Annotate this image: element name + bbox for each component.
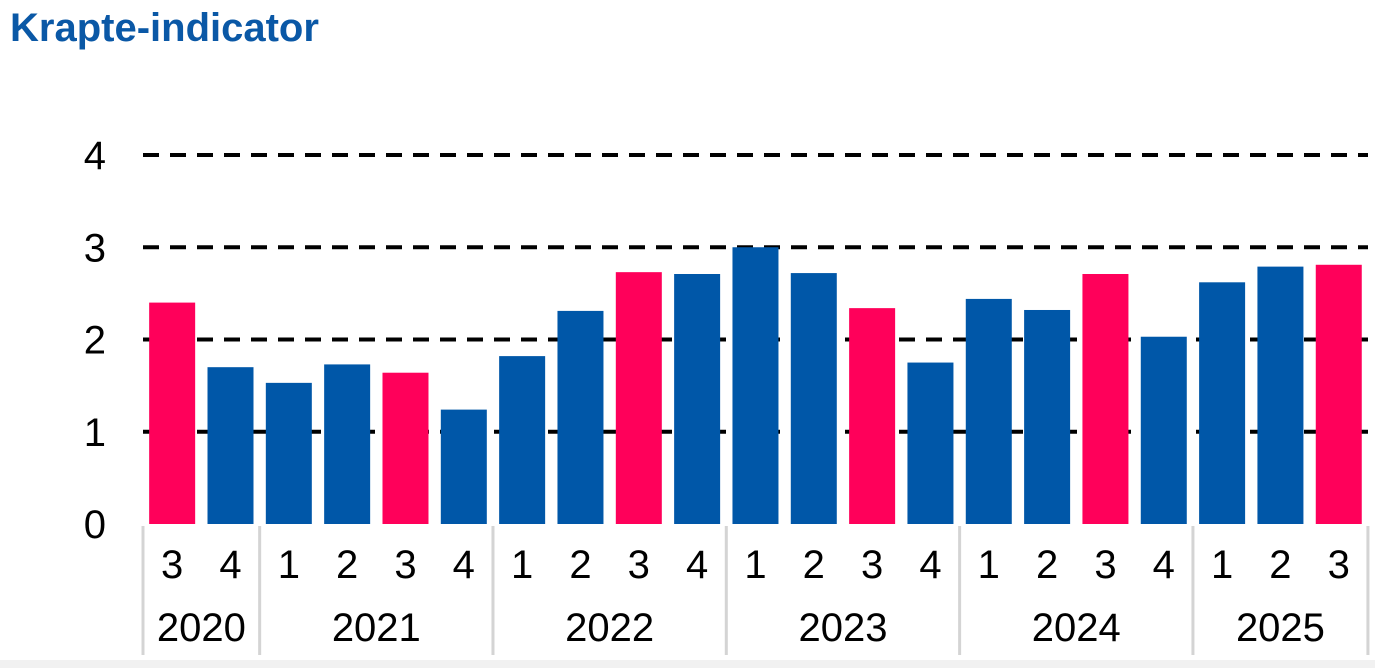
bars bbox=[149, 247, 1362, 524]
y-axis-tick-labels: 0 1 2 3 4 bbox=[84, 134, 106, 547]
x-tick-label-quarter: 3 bbox=[628, 543, 650, 587]
bar bbox=[557, 310, 604, 524]
x-tick-label-quarter: 4 bbox=[1153, 543, 1175, 587]
bar bbox=[790, 273, 837, 524]
x-tick-label-quarter: 3 bbox=[161, 543, 183, 587]
bar bbox=[1140, 336, 1187, 524]
x-tick-label-quarter: 2 bbox=[1269, 543, 1291, 587]
x-tick-label-quarter: 3 bbox=[394, 543, 416, 587]
bar bbox=[1082, 274, 1129, 524]
y-tick-label: 4 bbox=[84, 134, 106, 178]
y-tick-label: 3 bbox=[84, 226, 106, 270]
x-tick-label-quarter: 1 bbox=[978, 543, 1000, 587]
bar bbox=[615, 272, 662, 524]
bar bbox=[1257, 266, 1304, 524]
bar bbox=[265, 382, 312, 524]
bar bbox=[1024, 309, 1071, 524]
bar bbox=[324, 364, 371, 524]
x-tick-label-quarter: 2 bbox=[1036, 543, 1058, 587]
x-tick-label-year: 2023 bbox=[798, 606, 887, 650]
x-tick-label-year: 2021 bbox=[332, 606, 421, 650]
bar bbox=[207, 367, 254, 524]
bar bbox=[382, 372, 429, 524]
x-tick-label-year: 2024 bbox=[1032, 606, 1121, 650]
x-tick-label-year: 2025 bbox=[1236, 606, 1325, 650]
bar bbox=[1315, 264, 1362, 524]
y-tick-label: 2 bbox=[84, 319, 106, 363]
x-tick-label-quarter: 2 bbox=[803, 543, 825, 587]
bar bbox=[674, 274, 721, 524]
x-tick-label-quarter: 4 bbox=[919, 543, 941, 587]
x-tick-label-year: 2022 bbox=[565, 606, 654, 650]
bar bbox=[149, 302, 196, 524]
chart-title: Krapte-indicator bbox=[10, 6, 319, 50]
bar bbox=[499, 356, 546, 524]
x-tick-label-quarter: 1 bbox=[511, 543, 533, 587]
bar bbox=[849, 308, 896, 524]
x-tick-label-year: 2020 bbox=[157, 606, 246, 650]
x-tick-label-quarter: 1 bbox=[1211, 543, 1233, 587]
x-tick-label-quarter: 2 bbox=[336, 543, 358, 587]
y-tick-label: 1 bbox=[84, 411, 106, 455]
bottom-band bbox=[0, 660, 1375, 668]
x-tick-label-quarter: 3 bbox=[861, 543, 883, 587]
bar bbox=[732, 247, 779, 524]
x-tick-label-quarter: 4 bbox=[453, 543, 475, 587]
bar bbox=[965, 298, 1012, 524]
bar bbox=[440, 409, 487, 524]
x-tick-label-quarter: 1 bbox=[744, 543, 766, 587]
x-tick-label-quarter: 1 bbox=[278, 543, 300, 587]
y-tick-label: 0 bbox=[84, 503, 106, 547]
x-tick-label-quarter: 3 bbox=[1328, 543, 1350, 587]
bar bbox=[1199, 282, 1246, 524]
x-tick-label-quarter: 2 bbox=[569, 543, 591, 587]
bar bbox=[907, 362, 954, 524]
x-tick-label-quarter: 3 bbox=[1094, 543, 1116, 587]
x-tick-label-quarter: 4 bbox=[219, 543, 241, 587]
x-tick-label-quarter: 4 bbox=[686, 543, 708, 587]
